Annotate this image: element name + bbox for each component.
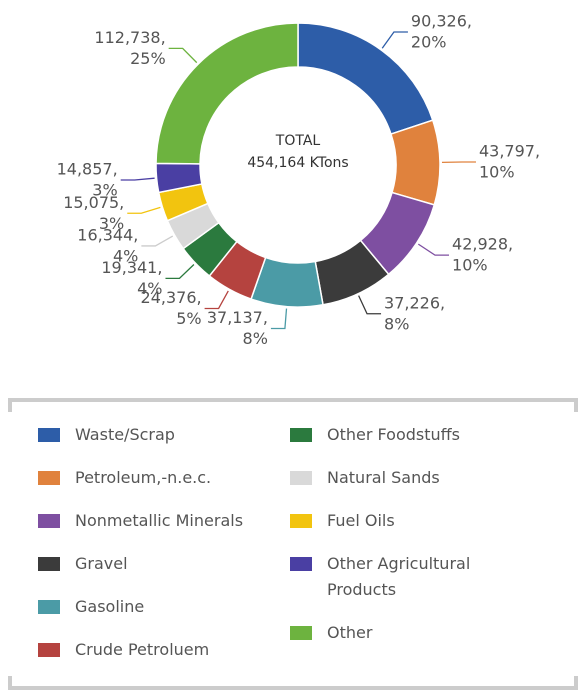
legend-label: Petroleum,-n.e.c. xyxy=(75,468,212,487)
leader-line xyxy=(358,295,382,315)
legend-item: Crude Petroluem xyxy=(38,637,290,663)
leader-line xyxy=(270,308,288,330)
data-label: 25% xyxy=(130,49,166,68)
legend-item: Gasoline xyxy=(38,594,290,620)
data-label: 37,137, xyxy=(207,308,268,327)
data-label: 3% xyxy=(92,181,117,200)
leader-line xyxy=(141,235,174,247)
data-label: 10% xyxy=(479,163,515,182)
legend-frame-bottom xyxy=(8,676,578,690)
leader-line xyxy=(204,290,229,310)
legend-swatch xyxy=(290,626,312,640)
donut-segment xyxy=(390,119,441,206)
leader-line xyxy=(381,31,408,49)
legend-swatch xyxy=(290,428,312,442)
data-label: 14,857, xyxy=(57,160,118,179)
data-label: 90,326, xyxy=(411,11,472,30)
legend-label: Other Foodstuffs xyxy=(327,425,460,444)
data-label: 24,376, xyxy=(141,288,202,307)
leader-line xyxy=(127,206,161,214)
data-label: 20% xyxy=(411,32,447,51)
legend-label: Other Agricultural Products xyxy=(327,554,471,599)
legend-item: Gravel xyxy=(38,551,290,577)
data-label: 3% xyxy=(99,214,124,233)
legend-label: Crude Petroluem xyxy=(75,640,210,659)
data-label: 8% xyxy=(384,314,409,333)
legend: Waste/Scrap Petroleum,-n.e.c. Nonmetallic … xyxy=(38,422,558,663)
center-label: TOTAL xyxy=(275,133,321,149)
legend-swatch xyxy=(38,557,60,571)
leader-line xyxy=(168,47,198,64)
legend-item: Nonmetallic Minerals xyxy=(38,508,290,534)
data-label: 4% xyxy=(137,279,162,298)
data-label: 43,797, xyxy=(479,142,540,161)
leader-line xyxy=(120,177,155,181)
legend-swatch xyxy=(38,428,60,442)
legend-label: Nonmetallic Minerals xyxy=(75,511,244,530)
donut-segment xyxy=(155,22,299,165)
legend-label: Waste/Scrap xyxy=(75,425,175,444)
legend-item: Other xyxy=(290,620,507,646)
legend-label: Gasoline xyxy=(75,597,145,616)
data-label: 112,738, xyxy=(94,28,165,47)
legend-swatch xyxy=(38,600,60,614)
center-value: 454,164 KTons xyxy=(247,155,348,171)
data-label: 5% xyxy=(176,309,201,328)
legend-frame-top xyxy=(8,398,578,412)
legend-swatch xyxy=(38,643,60,657)
data-label: 42,928, xyxy=(452,235,513,254)
legend-swatch xyxy=(38,471,60,485)
legend-column: Waste/Scrap Petroleum,-n.e.c. Nonmetallic … xyxy=(38,422,290,663)
legend-item: Other Foodstuffs xyxy=(290,422,507,448)
legend-swatch xyxy=(290,514,312,528)
data-label: 15,075, xyxy=(63,193,124,212)
legend-label: Gravel xyxy=(75,554,128,573)
legend-item: Natural Sands xyxy=(290,465,507,491)
legend-swatch xyxy=(290,557,312,571)
legend-item: Other Agricultural Products xyxy=(290,551,507,603)
legend-item: Petroleum,-n.e.c. xyxy=(38,465,290,491)
leader-line xyxy=(165,264,195,279)
legend-label: Fuel Oils xyxy=(327,511,395,530)
legend-label: Other xyxy=(327,623,373,642)
legend-item: Waste/Scrap xyxy=(38,422,290,448)
legend-swatch xyxy=(38,514,60,528)
data-label: 37,226, xyxy=(384,293,445,312)
data-label: 19,341, xyxy=(101,258,162,277)
data-label: 10% xyxy=(452,256,488,275)
data-label: 4% xyxy=(113,246,138,265)
legend-item: Fuel Oils xyxy=(290,508,507,534)
leader-line xyxy=(417,243,450,256)
legend-column: Other Foodstuffs Natural Sands Fuel Oils Ot… xyxy=(290,422,507,663)
data-label: 8% xyxy=(243,329,268,348)
data-label: 16,344, xyxy=(77,225,138,244)
legend-swatch xyxy=(290,471,312,485)
legend-label: Natural Sands xyxy=(327,468,440,487)
